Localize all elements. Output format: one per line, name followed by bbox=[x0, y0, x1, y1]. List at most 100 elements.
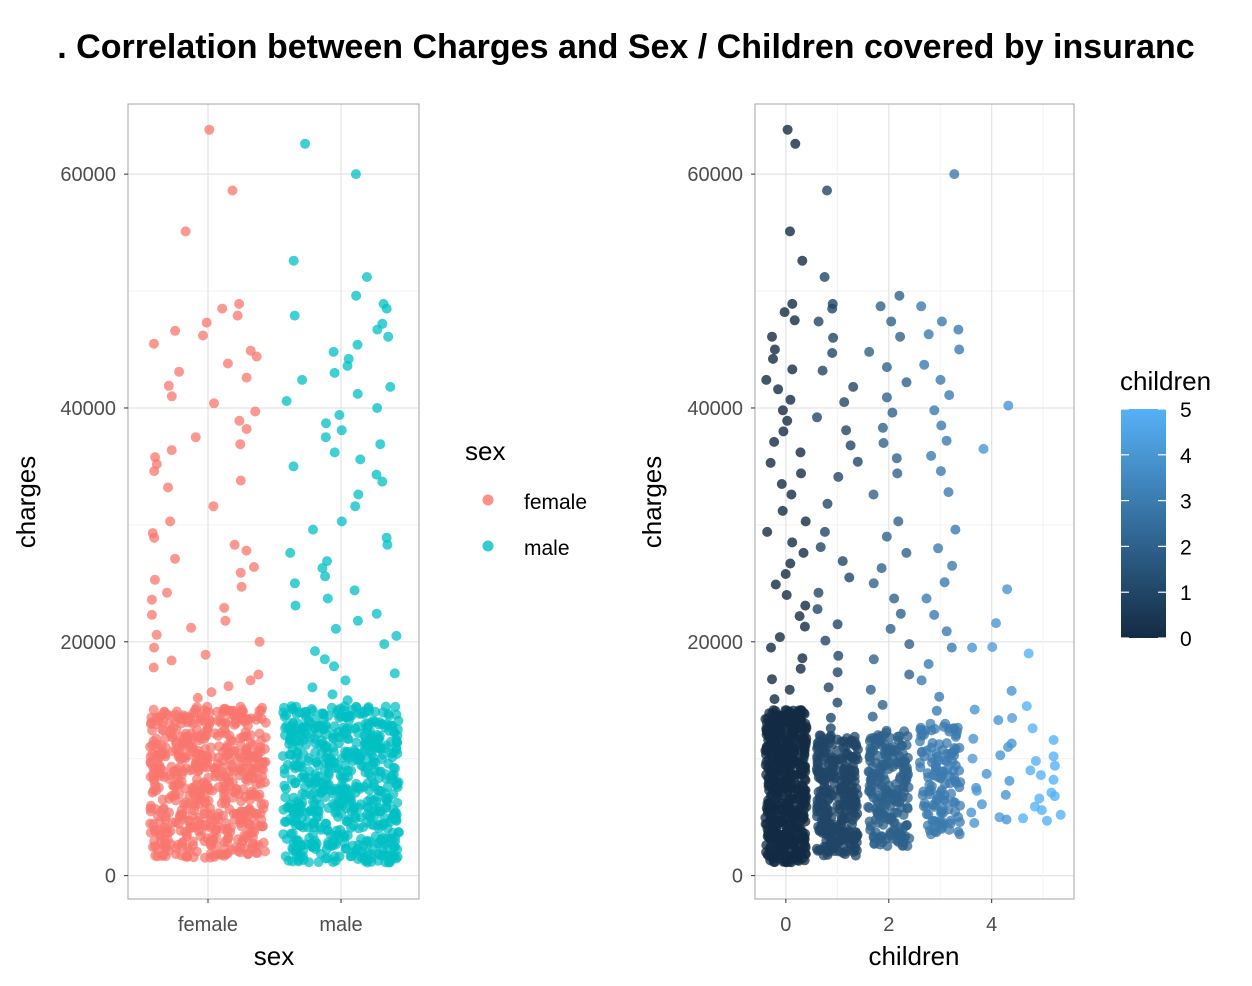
point-male bbox=[361, 272, 372, 282]
point-male bbox=[308, 524, 318, 535]
colorbar-label: 3 bbox=[1180, 491, 1192, 514]
y-tick-label: 40000 bbox=[60, 398, 116, 420]
point-female bbox=[194, 798, 205, 809]
point-children-0 bbox=[791, 845, 802, 856]
point-children-0 bbox=[777, 505, 788, 516]
point-children-0 bbox=[777, 405, 788, 416]
point-female bbox=[257, 771, 268, 782]
point-children-1 bbox=[845, 440, 856, 451]
point-female bbox=[241, 424, 252, 434]
point-male bbox=[334, 851, 345, 862]
point-male bbox=[310, 747, 321, 758]
point-female bbox=[188, 840, 199, 851]
point-children-0 bbox=[776, 479, 787, 489]
point-children-3 bbox=[933, 543, 944, 554]
point-female bbox=[177, 766, 188, 777]
point-children-0 bbox=[787, 298, 798, 309]
point-male bbox=[289, 310, 300, 321]
point-children-2 bbox=[882, 787, 893, 798]
x-tick-label: 0 bbox=[780, 914, 791, 936]
point-female bbox=[235, 763, 245, 774]
point-female bbox=[234, 415, 245, 426]
point-female bbox=[229, 719, 240, 730]
sex-y-tick-labels: 0 20000 40000 60000 bbox=[60, 164, 128, 888]
point-female bbox=[213, 715, 224, 726]
point-children-5 bbox=[1049, 791, 1060, 802]
point-children-1 bbox=[812, 743, 823, 754]
point-children-4 bbox=[969, 818, 980, 828]
point-children-3 bbox=[931, 800, 941, 811]
point-female bbox=[166, 391, 177, 402]
point-children-0 bbox=[770, 801, 781, 812]
point-children-0 bbox=[790, 138, 801, 149]
point-male bbox=[279, 764, 290, 775]
point-male bbox=[352, 339, 363, 350]
point-children-2 bbox=[873, 782, 884, 793]
point-children-1 bbox=[825, 723, 836, 734]
point-children-4 bbox=[993, 715, 1004, 726]
point-female bbox=[190, 704, 201, 715]
point-children-1 bbox=[850, 811, 861, 822]
point-male bbox=[391, 630, 402, 641]
point-children-3 bbox=[950, 524, 961, 535]
point-children-0 bbox=[778, 426, 789, 437]
point-female bbox=[250, 406, 261, 417]
point-male bbox=[328, 346, 339, 357]
point-male bbox=[332, 705, 343, 716]
sex-scatter-points bbox=[145, 124, 404, 868]
point-female bbox=[193, 745, 204, 756]
point-children-1 bbox=[830, 773, 841, 784]
point-male bbox=[307, 705, 318, 716]
point-children-3 bbox=[930, 724, 940, 734]
point-male bbox=[387, 752, 398, 763]
point-children-3 bbox=[923, 772, 934, 783]
point-female bbox=[225, 709, 236, 720]
x-tick-label: 4 bbox=[986, 914, 997, 936]
point-male bbox=[382, 833, 393, 844]
point-children-3 bbox=[919, 359, 930, 370]
point-children-0 bbox=[794, 611, 805, 622]
point-male bbox=[336, 808, 347, 819]
point-children-2 bbox=[866, 773, 877, 784]
point-male bbox=[390, 701, 401, 712]
point-children-3 bbox=[929, 405, 940, 416]
point-children-0 bbox=[770, 826, 781, 837]
point-male bbox=[313, 760, 324, 771]
point-children-0 bbox=[798, 547, 809, 558]
point-male bbox=[368, 778, 379, 788]
point-children-2 bbox=[881, 799, 892, 810]
point-male bbox=[337, 800, 348, 811]
point-male bbox=[351, 737, 362, 748]
point-children-3 bbox=[923, 329, 934, 340]
point-female bbox=[245, 730, 256, 741]
point-female bbox=[206, 687, 217, 698]
point-female bbox=[220, 772, 231, 783]
point-male bbox=[288, 461, 299, 472]
point-female bbox=[151, 629, 162, 640]
point-children-1 bbox=[828, 762, 839, 773]
point-female bbox=[155, 771, 166, 781]
point-female bbox=[157, 749, 168, 760]
point-children-0 bbox=[768, 353, 778, 364]
point-children-0 bbox=[781, 590, 792, 600]
point-female bbox=[148, 338, 159, 349]
point-female bbox=[180, 226, 191, 237]
point-children-0 bbox=[763, 734, 774, 745]
point-female bbox=[258, 803, 269, 814]
point-children-2 bbox=[887, 761, 898, 772]
point-male bbox=[329, 447, 340, 458]
point-children-3 bbox=[949, 775, 960, 786]
point-male bbox=[361, 725, 372, 735]
point-female bbox=[205, 803, 216, 814]
point-children-3 bbox=[919, 751, 930, 762]
point-male bbox=[322, 840, 333, 850]
point-children-0 bbox=[800, 516, 811, 527]
point-children-0 bbox=[780, 569, 791, 579]
point-children-4 bbox=[966, 807, 977, 818]
point-children-0 bbox=[771, 788, 782, 799]
point-children-2 bbox=[893, 516, 904, 527]
point-female bbox=[166, 655, 177, 666]
point-male bbox=[303, 857, 314, 868]
point-children-0 bbox=[785, 714, 796, 725]
point-children-1 bbox=[813, 316, 824, 327]
